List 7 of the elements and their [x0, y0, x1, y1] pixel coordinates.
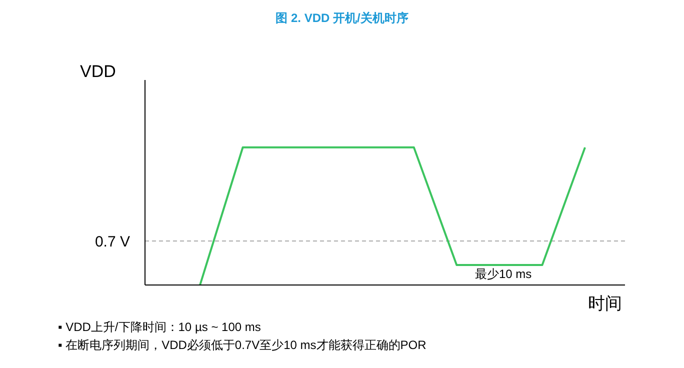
ref-line-label: 0.7 V — [94, 233, 130, 250]
x-axis-title: 时间 — [588, 293, 622, 315]
y-axis-title: VDD — [80, 62, 116, 82]
chart-title: 图 2. VDD 开机/关机时序 — [274, 10, 410, 27]
annotation: 最少10 ms — [475, 266, 532, 283]
text: ▪ VDD上升/下降时间：10 µs ~ 100 ms — [58, 319, 262, 336]
text: ▪ 在断电序列期间，VDD必须低于0.7V至少10 ms才能获得正确的POR — [58, 337, 426, 354]
